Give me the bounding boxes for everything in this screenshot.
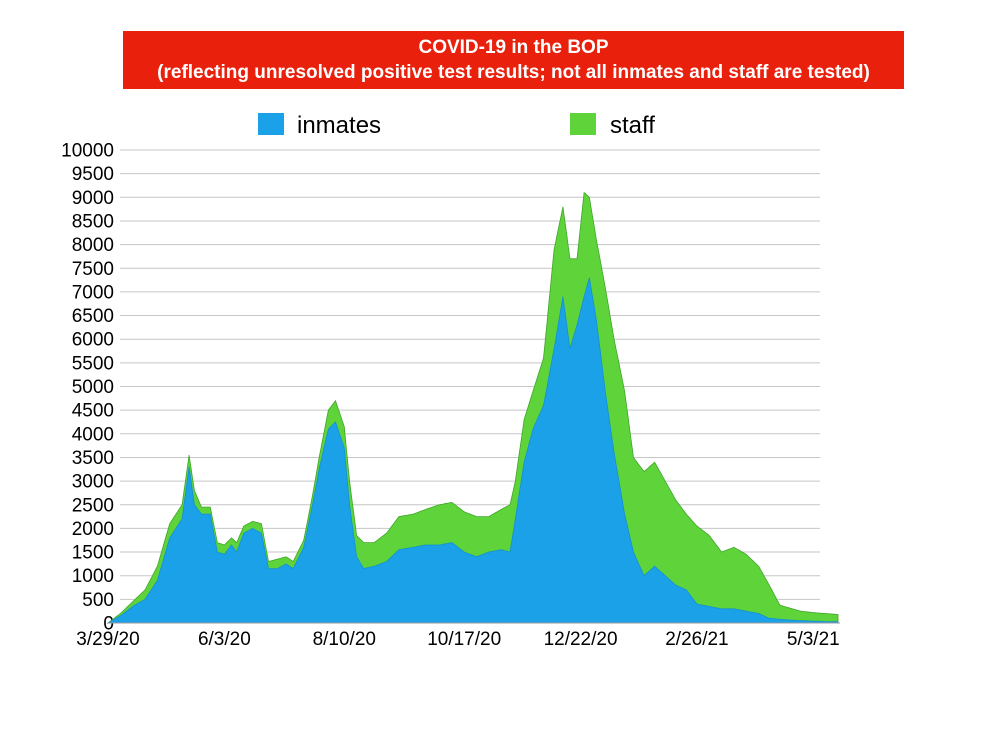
- x-tick-label: 2/26/21: [665, 629, 728, 650]
- legend-swatch-inmates: [258, 113, 284, 135]
- legend-swatch-staff: [570, 113, 596, 135]
- y-tick-label: 9000: [72, 188, 114, 209]
- y-tick-label: 0: [103, 614, 114, 635]
- y-tick-label: 4500: [72, 401, 114, 422]
- y-tick-label: 8500: [72, 211, 114, 232]
- inmates-series: [106, 277, 839, 624]
- y-tick-label: 4000: [72, 424, 114, 445]
- chart-title: COVID-19 in the BOP: [418, 37, 609, 58]
- y-tick-label: 6000: [72, 330, 114, 351]
- chart-title-box: COVID-19 in the BOP (reflecting unresolv…: [123, 31, 904, 89]
- inmates-area: [106, 277, 839, 624]
- x-tick-label: 12/22/20: [544, 629, 618, 650]
- x-tick-label: 6/3/20: [198, 629, 251, 650]
- y-tick-label: 9500: [72, 164, 114, 185]
- staff-series: [106, 191, 839, 624]
- legend-label-inmates: inmates: [297, 112, 381, 139]
- x-tick-label: 3/29/20: [76, 629, 139, 650]
- staff-area: [106, 191, 839, 624]
- y-tick-label: 2000: [72, 519, 114, 540]
- y-tick-label: 3000: [72, 472, 114, 493]
- x-axis-ticks: 3/29/20 6/3/20 8/10/20 10/17/20 12/22/20 2/26…: [76, 629, 839, 650]
- y-tick-label: 7000: [72, 282, 114, 303]
- y-tick-label: 6500: [72, 306, 114, 327]
- x-tick-label: 8/10/20: [313, 629, 376, 650]
- y-tick-label: 500: [82, 590, 114, 611]
- y-tick-label: 7500: [72, 259, 114, 280]
- y-tick-label: 1000: [72, 566, 114, 587]
- y-tick-label: 3500: [72, 448, 114, 469]
- y-tick-label: 1500: [72, 543, 114, 564]
- y-tick-label: 2500: [72, 495, 114, 516]
- chart-subtitle: (reflecting unresolved positive test res…: [157, 62, 870, 83]
- legend: inmates staff: [258, 112, 655, 139]
- x-tick-label: 10/17/20: [427, 629, 501, 650]
- legend-label-staff: staff: [610, 112, 655, 139]
- x-tick-label: 5/3/21: [787, 629, 840, 650]
- y-tick-label: 5500: [72, 353, 114, 374]
- y-tick-label: 5000: [72, 377, 114, 398]
- y-tick-label: 10000: [61, 141, 114, 162]
- y-tick-label: 8000: [72, 235, 114, 256]
